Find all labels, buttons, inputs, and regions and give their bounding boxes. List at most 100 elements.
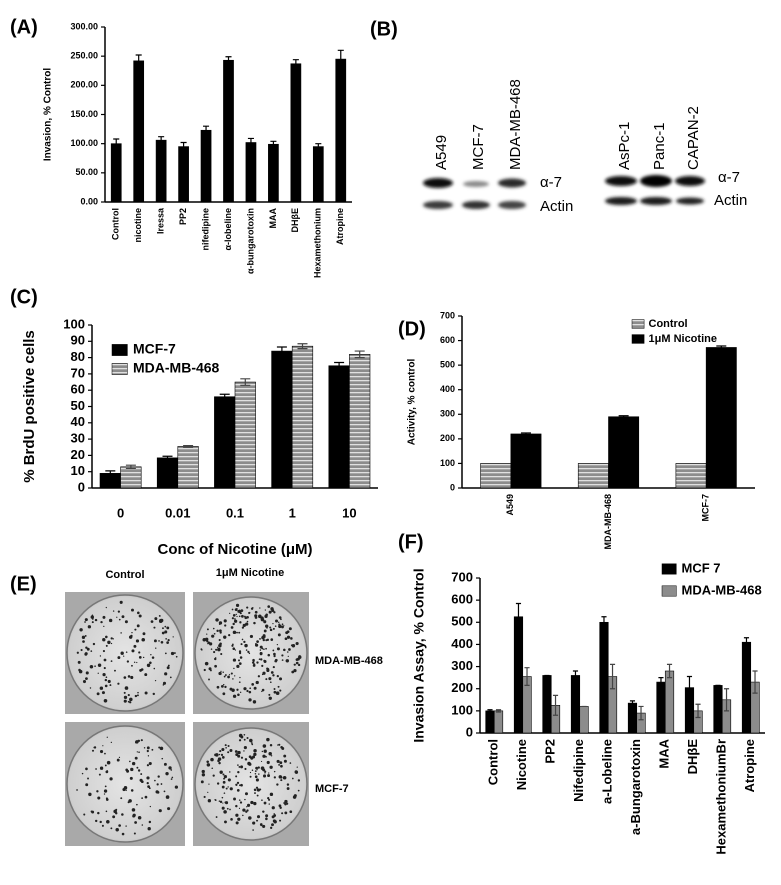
colony <box>261 647 264 650</box>
error-bar <box>752 670 758 694</box>
colony <box>265 678 268 681</box>
colony <box>258 773 260 775</box>
colony <box>104 764 107 767</box>
bar <box>542 675 552 734</box>
colony <box>243 750 245 752</box>
colony <box>107 640 111 645</box>
colony <box>252 755 256 759</box>
colony <box>216 782 220 785</box>
error-bar <box>487 709 493 713</box>
error-bar <box>240 378 251 386</box>
colony <box>87 625 92 629</box>
colony <box>99 686 104 690</box>
colony <box>91 810 95 814</box>
colony <box>232 622 235 626</box>
colony <box>256 819 259 822</box>
colony <box>286 787 290 790</box>
colony <box>284 637 288 641</box>
colony <box>171 776 174 779</box>
colony <box>105 810 108 813</box>
colony <box>266 668 270 673</box>
y-tick-label: 30 <box>71 431 85 446</box>
colony <box>219 800 223 804</box>
colony <box>131 608 134 612</box>
colony <box>244 798 246 801</box>
colony <box>250 800 254 805</box>
colony <box>107 679 111 684</box>
colony <box>236 631 238 634</box>
colony <box>243 640 246 644</box>
colony <box>140 739 143 742</box>
colony <box>95 768 97 770</box>
bar <box>335 58 347 203</box>
colony <box>210 757 214 762</box>
colony <box>272 649 275 652</box>
colony <box>149 661 152 665</box>
colony <box>251 683 255 686</box>
colony <box>253 663 256 666</box>
colony <box>266 638 270 642</box>
legend-swatch <box>661 563 677 575</box>
colony <box>238 651 242 655</box>
colony <box>121 615 125 619</box>
colony <box>168 766 172 770</box>
colony <box>133 832 136 835</box>
error-bar <box>292 59 299 64</box>
colony <box>105 676 108 679</box>
colony <box>232 694 237 698</box>
x-tick-label: 1 <box>289 505 296 520</box>
colony <box>102 745 104 747</box>
colony <box>211 634 215 638</box>
colony <box>200 648 203 651</box>
colony <box>249 634 254 639</box>
colony <box>281 625 284 629</box>
y-tick-label: 50.00 <box>75 167 98 177</box>
y-tick-label: 100 <box>451 702 473 717</box>
colony <box>268 752 271 755</box>
colony <box>261 690 263 693</box>
y-tick-label: 400 <box>440 384 455 394</box>
colony <box>287 651 289 653</box>
colony <box>113 809 117 814</box>
y-tick-label: 40 <box>71 414 85 429</box>
colony <box>116 616 118 618</box>
colony <box>220 753 224 756</box>
bar <box>741 641 752 734</box>
colony <box>263 801 267 805</box>
colony <box>134 756 138 760</box>
x-tick-label: α-lobeline <box>223 208 233 251</box>
colony <box>117 682 120 685</box>
colony <box>260 824 263 827</box>
colony <box>282 775 287 780</box>
colony <box>91 618 94 620</box>
colony <box>216 685 220 689</box>
colony <box>263 659 266 662</box>
colony <box>244 792 248 796</box>
colony <box>131 808 136 812</box>
colony <box>129 776 133 780</box>
colony <box>165 795 170 799</box>
colony <box>252 700 257 704</box>
colony <box>116 758 120 762</box>
colony <box>273 654 276 658</box>
colony <box>123 676 127 679</box>
x-tick-label: 0.01 <box>165 505 190 520</box>
bar <box>214 396 236 489</box>
colony <box>83 813 86 816</box>
colony <box>110 642 113 645</box>
colony <box>276 783 279 786</box>
colony <box>137 611 140 615</box>
error-bar <box>315 143 322 147</box>
colony <box>134 628 137 631</box>
colony <box>262 768 266 772</box>
y-tick-label: 700 <box>440 310 455 320</box>
legend-swatch <box>631 319 645 329</box>
y-tick-label: 700 <box>451 569 473 584</box>
colony <box>234 620 237 623</box>
colony <box>255 778 259 782</box>
colony <box>243 733 246 736</box>
colony <box>262 810 265 813</box>
bar <box>664 670 675 734</box>
colony <box>260 658 263 661</box>
colony <box>103 666 106 670</box>
